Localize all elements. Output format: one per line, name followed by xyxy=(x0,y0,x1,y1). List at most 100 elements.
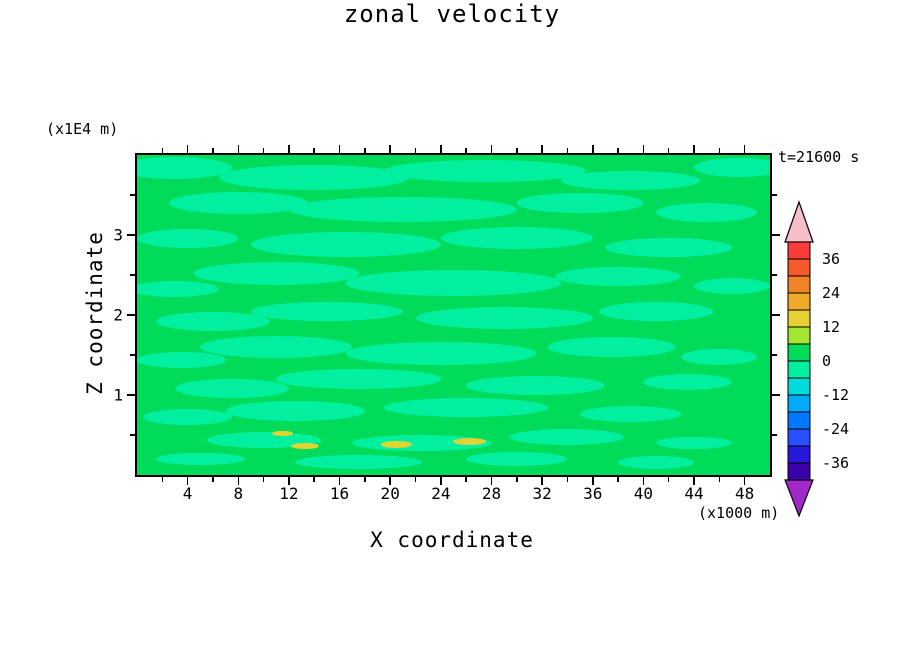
contour-region-negative xyxy=(516,193,644,213)
axis-tick xyxy=(212,477,214,482)
colorbar-segment xyxy=(787,462,811,481)
colorbar-segment xyxy=(787,292,811,311)
axis-tick xyxy=(262,477,265,482)
y-axis-label: Z coordinate xyxy=(83,231,107,395)
contour-region-negative xyxy=(694,158,770,178)
x-tick-label: 12 xyxy=(279,484,299,503)
colorbar-label: 36 xyxy=(822,250,840,268)
x-tick-label: 4 xyxy=(182,484,193,503)
contour-region-negative xyxy=(466,451,568,467)
axis-tick xyxy=(743,477,746,485)
axis-tick xyxy=(693,477,695,485)
axis-tick xyxy=(186,145,189,153)
axis-tick xyxy=(592,145,594,153)
x-tick-label: 8 xyxy=(233,484,244,503)
axis-tick xyxy=(642,477,645,485)
axis-tick xyxy=(772,354,777,356)
contour-region-maximum xyxy=(452,437,486,445)
contour-region-negative xyxy=(694,278,770,295)
contour-region-negative xyxy=(219,164,410,191)
axis-tick xyxy=(541,477,543,485)
axis-tick xyxy=(313,477,315,482)
contour-region-negative xyxy=(345,270,562,296)
axis-tick xyxy=(127,314,135,316)
contour-region-negative xyxy=(250,231,441,258)
contour-region-negative xyxy=(288,196,517,223)
axis-tick xyxy=(338,145,341,153)
axis-tick xyxy=(465,477,467,482)
x-tick-label: 20 xyxy=(380,484,400,503)
axis-tick xyxy=(186,477,189,485)
axis-tick xyxy=(389,477,391,485)
contour-region-negative xyxy=(276,369,441,389)
x-tick-label: 48 xyxy=(735,484,755,503)
colorbar-segment xyxy=(787,258,811,277)
contour-region-negative xyxy=(174,379,289,399)
axis-tick xyxy=(237,477,240,485)
contour-field xyxy=(137,155,770,475)
colorbar-label: -24 xyxy=(822,420,849,438)
colorbar-arrow-bottom xyxy=(784,479,814,518)
axis-tick xyxy=(772,314,780,316)
colorbar-label: 0 xyxy=(822,352,831,370)
contour-region-negative xyxy=(681,348,758,365)
axis-tick xyxy=(414,477,417,482)
contour-region-negative xyxy=(618,455,695,469)
contour-region-negative xyxy=(137,351,226,368)
contour-region-negative xyxy=(643,374,732,391)
contour-region-negative xyxy=(155,452,245,466)
colorbar-segment xyxy=(787,394,811,413)
contour-region-negative xyxy=(345,342,536,365)
axis-tick xyxy=(693,145,695,153)
x-tick-label: 32 xyxy=(532,484,552,503)
axis-tick xyxy=(743,145,746,153)
axis-tick xyxy=(440,145,442,153)
x-tick-label: 24 xyxy=(431,484,451,503)
axis-tick xyxy=(772,394,780,396)
axis-tick xyxy=(516,477,518,482)
axis-tick xyxy=(617,477,619,482)
contour-region-negative xyxy=(168,191,308,215)
contour-region-maximum xyxy=(381,441,412,448)
contour-region-maximum xyxy=(272,430,293,437)
contour-region-negative xyxy=(143,409,232,426)
colorbar-segment xyxy=(787,241,811,260)
contour-region-negative xyxy=(580,406,682,423)
contour-region-negative xyxy=(225,401,365,421)
colorbar-segment xyxy=(787,428,811,447)
axis-tick xyxy=(718,477,721,482)
axis-tick xyxy=(288,477,290,485)
colorbar-segment xyxy=(787,360,811,379)
contour-region-negative xyxy=(137,156,232,179)
x-tick-label: 28 xyxy=(481,484,502,503)
contour-region-negative xyxy=(250,302,403,322)
contour-region-negative xyxy=(656,436,732,450)
axis-tick xyxy=(490,477,493,485)
axis-tick xyxy=(772,274,777,276)
colorbar-segment xyxy=(787,309,811,328)
colorbar-label: -36 xyxy=(822,454,849,472)
contour-region-negative xyxy=(415,307,593,330)
x-axis-unit-label: (x1000 m) xyxy=(698,504,780,522)
axis-tick xyxy=(642,145,645,153)
contour-region-maximum xyxy=(290,443,319,450)
colorbar-segment xyxy=(787,377,811,396)
contour-region-negative xyxy=(510,428,625,445)
plot-area xyxy=(135,153,772,477)
axis-tick xyxy=(338,477,341,485)
axis-tick xyxy=(161,477,164,482)
axis-tick xyxy=(566,477,569,482)
colorbar-label: 24 xyxy=(822,284,840,302)
axis-tick xyxy=(772,194,777,196)
x-tick-label: 44 xyxy=(684,484,704,503)
axis-tick xyxy=(772,234,780,236)
axis-tick xyxy=(127,394,135,396)
contour-region-negative xyxy=(599,302,714,322)
axis-tick xyxy=(237,145,240,153)
x-tick-label: 40 xyxy=(633,484,654,503)
contour-region-negative xyxy=(656,203,758,223)
axis-tick xyxy=(127,234,135,236)
axis-tick xyxy=(389,145,391,153)
chart-title: zonal velocity xyxy=(343,0,561,28)
axis-tick xyxy=(667,477,670,482)
